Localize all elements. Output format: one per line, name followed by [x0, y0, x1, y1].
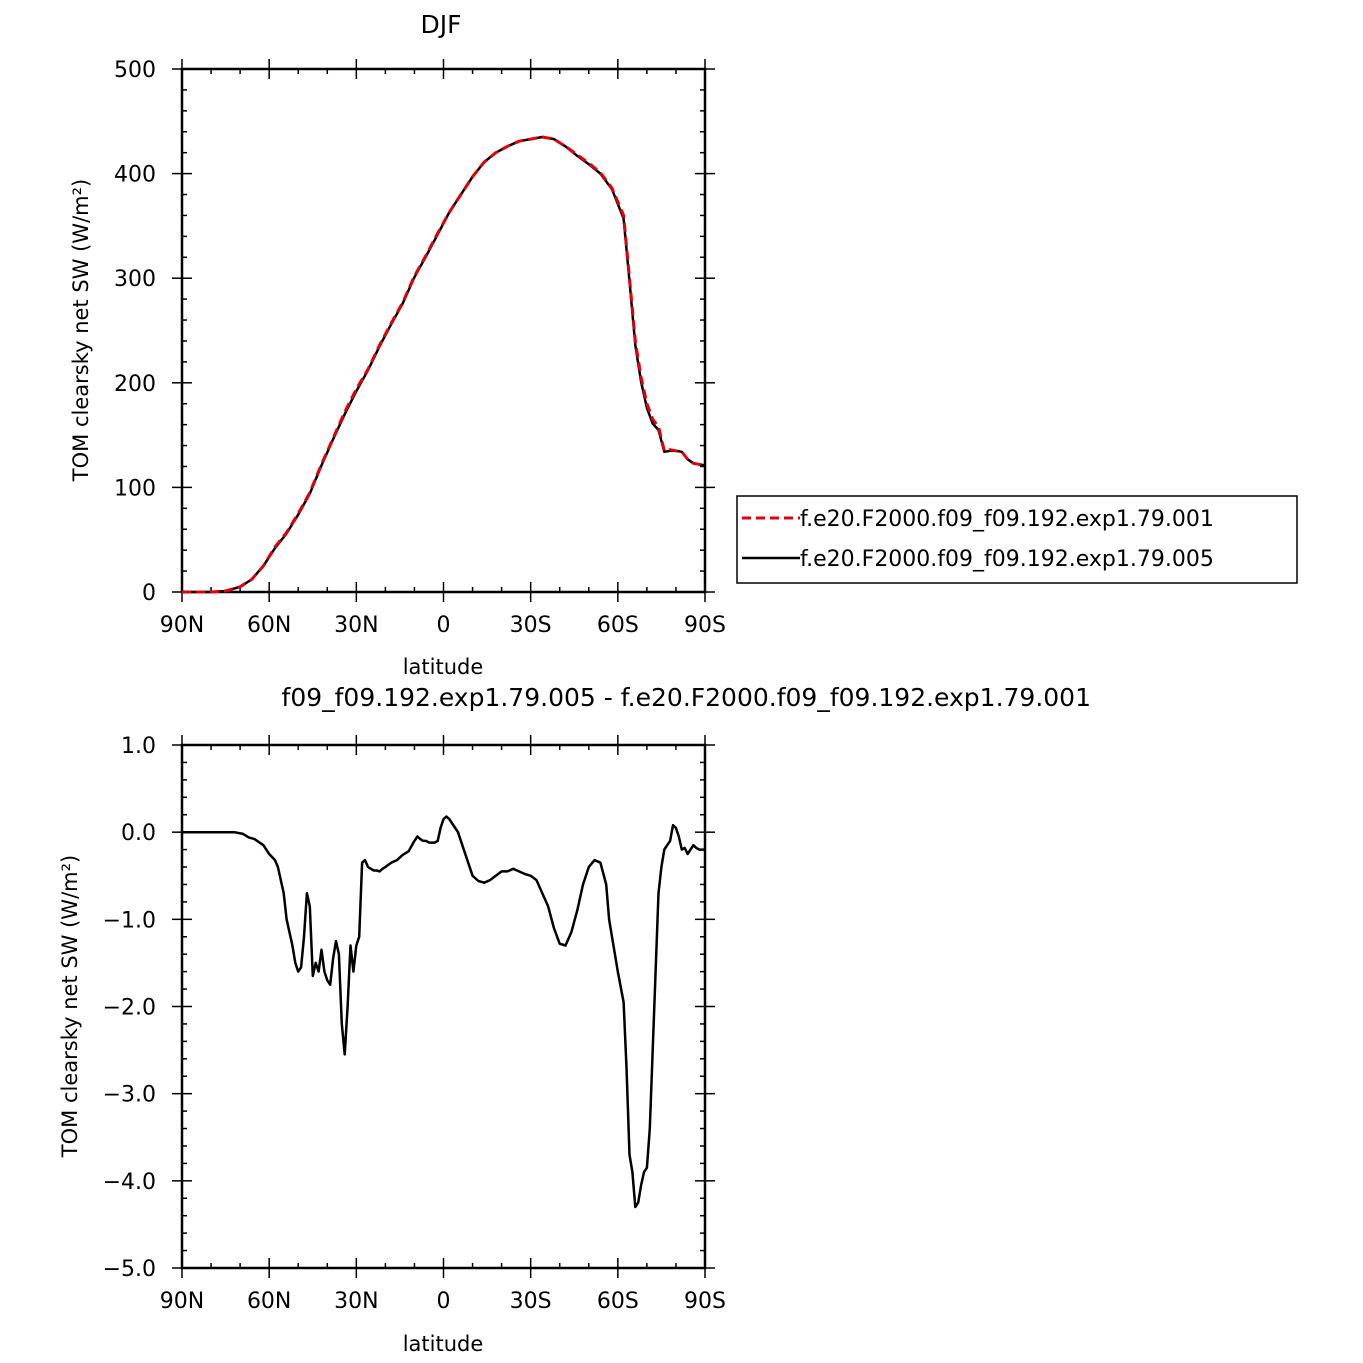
- tick-group: 90N 60N 30N 0 30S 60S 90S 1.0 0.0 −1.0 −2.0 −3.0 −4.…: [103, 734, 726, 1314]
- y-axis-label: TOM clearsky net SW (W/m²): [69, 179, 93, 482]
- legend-box: [736, 495, 1298, 584]
- plot-frame: [180, 67, 707, 594]
- y-tick-label: −4.0: [103, 1170, 156, 1195]
- x-tick-label: 90S: [684, 1289, 726, 1314]
- y-tick-label: 200: [114, 372, 156, 397]
- x-tick-label: 0: [437, 1289, 451, 1314]
- y-tick-label: 100: [114, 476, 156, 501]
- x-tick-label: 30N: [334, 1289, 378, 1314]
- x-axis-label: latitude: [403, 1332, 484, 1356]
- y-tick-label: 0: [142, 581, 156, 606]
- x-tick-label: 30S: [510, 613, 552, 638]
- y-tick-label: 0.0: [121, 821, 156, 846]
- y-tick-label: 1.0: [121, 734, 156, 759]
- y-axis-label: TOM clearsky net SW (W/m²): [58, 855, 82, 1158]
- bottom-panel: f09_f09.192.exp1.79.005 - f.e20.F2000.f0…: [58, 683, 1091, 1356]
- legend: f.e20.F2000.f09_f09.192.exp1.79.001 f.e2…: [736, 495, 1298, 584]
- x-tick-label: 0: [437, 613, 451, 638]
- chart-title: f09_f09.192.exp1.79.005 - f.e20.F2000.f0…: [282, 683, 1091, 712]
- x-tick-label: 30S: [510, 1289, 552, 1314]
- x-tick-label: 60N: [247, 613, 291, 638]
- series-group: [182, 135, 706, 594]
- x-tick-label: 90N: [160, 1289, 204, 1314]
- y-tick-label: 400: [114, 163, 156, 188]
- series-line-1: [182, 815, 705, 1209]
- x-tick-label: 60S: [597, 613, 639, 638]
- x-tick-label: 30N: [334, 613, 378, 638]
- x-tick-label: 90N: [160, 613, 204, 638]
- top-panel: DJF 90N 60N 30N 0 30S 60S 90S0100200300400500 …: [69, 10, 1298, 679]
- series-line-1: [182, 135, 706, 594]
- y-tick-label: −2.0: [103, 996, 156, 1021]
- series-line-2: [182, 135, 706, 594]
- legend-label-series-1: f.e20.F2000.f09_f09.192.exp1.79.001: [800, 507, 1214, 532]
- plot-frame: [180, 743, 707, 1270]
- y-tick-label: −5.0: [103, 1257, 156, 1282]
- x-tick-label: 60N: [247, 1289, 291, 1314]
- tick-group: 90N 60N 30N 0 30S 60S 90S 0 100 200 300 400 500: [114, 58, 726, 638]
- x-tick-label: 90S: [684, 613, 726, 638]
- chart-title: DJF: [420, 10, 461, 39]
- y-tick-label: 300: [114, 267, 156, 292]
- y-tick-label: −3.0: [103, 1083, 156, 1108]
- y-tick-label: −1.0: [103, 908, 156, 933]
- legend-label-series-2: f.e20.F2000.f09_f09.192.exp1.79.005: [800, 547, 1214, 572]
- x-tick-label: 60S: [597, 1289, 639, 1314]
- y-tick-label: 500: [114, 58, 156, 83]
- series-group: [182, 815, 705, 1209]
- x-axis-label: latitude: [403, 655, 484, 679]
